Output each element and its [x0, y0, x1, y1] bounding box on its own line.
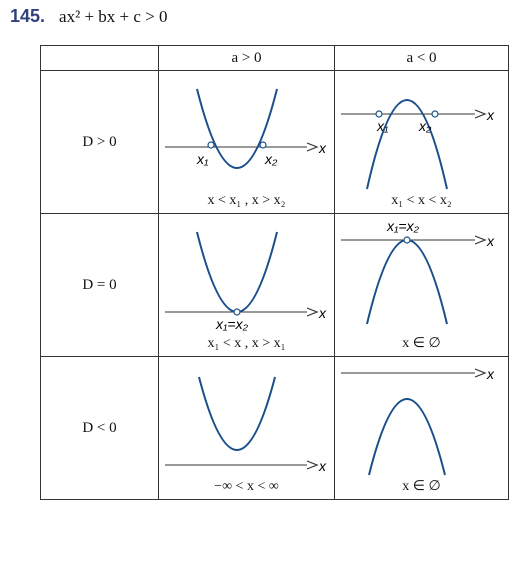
problem-number: 145. — [10, 6, 46, 26]
solution-set: x ∈ ∅ — [402, 336, 441, 351]
x-axis-label: x — [486, 107, 495, 123]
cell-dpos-apos: x x₁ x₂ x < x₁ , x > x₂ — [158, 70, 335, 214]
x-axis-arrow-icon — [306, 142, 319, 152]
parabola-up-double-root-graph: x x₁=x₂ — [165, 231, 327, 332]
root-label-1: x₁ — [196, 151, 209, 167]
parabola-curve — [366, 99, 448, 190]
row-label-d-zero: D = 0 — [40, 213, 159, 357]
root-label-2: x₂ — [264, 151, 278, 167]
parabola-curve — [196, 231, 278, 313]
table-header-row: a > 0 a < 0 — [40, 45, 509, 71]
parabola-down-two-roots-graph: x x₁ x₂ — [341, 99, 495, 190]
root-point-2 — [259, 141, 267, 149]
x-axis-label: x — [318, 458, 327, 474]
x-axis-label: x — [486, 366, 495, 382]
quadratic-sign-table: a > 0 a < 0 D > 0 x x₁ x₂ x < x₁ , x > x… — [40, 45, 509, 500]
header-a-negative: a < 0 — [334, 45, 509, 71]
root-label-1: x₁ — [376, 118, 389, 134]
solution-set: x₁ < x , x > x₁ — [207, 336, 286, 351]
parabola-curve — [368, 398, 446, 476]
problem-inequality: ax² + bx + c > 0 — [59, 7, 168, 26]
x-axis-arrow-icon — [306, 460, 319, 470]
parabola-up-two-roots-graph: x x₁ x₂ — [165, 88, 327, 169]
header-a-positive: a > 0 — [158, 45, 335, 71]
problem-header: 145. ax² + bx + c > 0 — [10, 6, 168, 30]
root-point-2 — [431, 110, 439, 118]
x-axis-arrow-icon — [306, 307, 319, 317]
double-root-point — [403, 236, 411, 244]
cell-dzero-apos: x x₁=x₂ x₁ < x , x > x₁ — [158, 213, 335, 357]
solution-set: −∞ < x < ∞ — [214, 479, 279, 494]
parabola-down-double-root-graph: x x₁=x₂ — [341, 218, 495, 325]
parabola-up-no-roots-graph: x — [165, 376, 327, 474]
x-axis-label: x — [486, 233, 495, 249]
x-axis-arrow-icon — [474, 235, 487, 245]
parabola-curve — [366, 239, 448, 325]
header-empty-cell — [40, 45, 159, 71]
double-root-label: x₁=x₂ — [215, 316, 249, 332]
solution-set: x ∈ ∅ — [402, 479, 441, 494]
cell-dzero-aneg: x x₁=x₂ x ∈ ∅ — [334, 213, 509, 357]
root-point-1 — [207, 141, 215, 149]
cell-dpos-aneg: x x₁ x₂ x₁ < x < x₂ — [334, 70, 509, 214]
double-root-label: x₁=x₂ — [386, 218, 420, 234]
x-axis-arrow-icon — [474, 109, 487, 119]
root-point-1 — [375, 110, 383, 118]
parabola-curve — [198, 376, 276, 451]
parabola-down-no-roots-graph: x — [341, 366, 495, 476]
solution-set: x₁ < x < x₂ — [391, 193, 452, 208]
x-axis-label: x — [318, 305, 327, 321]
table-row: D > 0 x x₁ x₂ x < x₁ , x > x₂ x — [40, 70, 509, 214]
x-axis-arrow-icon — [474, 368, 487, 378]
table-row: D = 0 x x₁=x₂ x₁ < x , x > x₁ x x₁=x₂ x … — [40, 213, 509, 357]
row-label-d-positive: D > 0 — [40, 70, 159, 214]
table-row: D < 0 x −∞ < x < ∞ x x ∈ ∅ — [40, 356, 509, 500]
double-root-point — [233, 308, 241, 316]
root-label-2: x₂ — [418, 118, 432, 134]
parabola-curve — [196, 88, 278, 169]
cell-dneg-aneg: x x ∈ ∅ — [334, 356, 509, 500]
cell-dneg-apos: x −∞ < x < ∞ — [158, 356, 335, 500]
row-label-d-negative: D < 0 — [40, 356, 159, 500]
x-axis-label: x — [318, 140, 327, 156]
solution-set: x < x₁ , x > x₂ — [207, 193, 286, 208]
